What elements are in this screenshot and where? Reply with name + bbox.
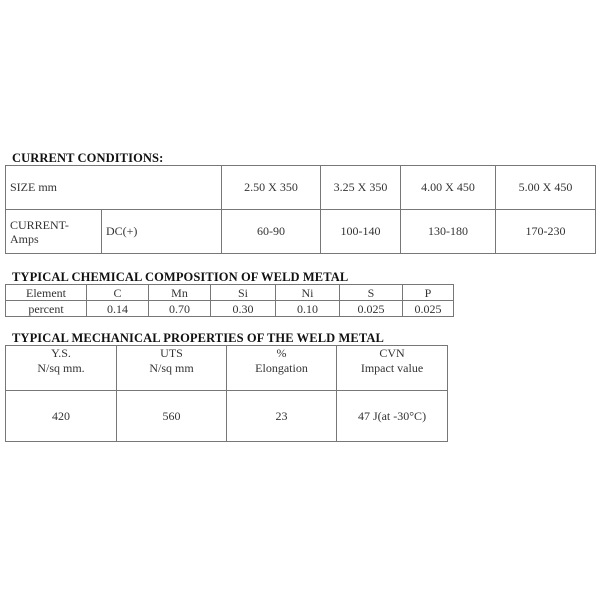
- element-cell: Mn: [148, 284, 211, 301]
- header-line1: CVN: [379, 346, 405, 360]
- chemical-table: Element C Mn Si Ni S P percent 0.14 0.70…: [5, 284, 454, 317]
- value-cell: 23: [226, 390, 337, 442]
- current-conditions-table: SIZE mm 2.50 X 350 3.25 X 350 4.00 X 450…: [5, 165, 596, 254]
- table-row: CURRENT- Amps DC(+) 60-90 100-140 130-180…: [5, 209, 596, 254]
- element-cell: Ni: [275, 284, 340, 301]
- percent-label: percent: [5, 300, 87, 317]
- header-line2: N/sq mm.: [37, 361, 85, 375]
- element-cell: Si: [210, 284, 276, 301]
- percent-cell: 0.70: [148, 300, 211, 317]
- header-cell: CVN Impact value: [336, 345, 448, 391]
- header-line2: Elongation: [255, 361, 308, 375]
- current-cell: 60-90: [221, 209, 321, 254]
- table-row: Y.S. N/sq mm. UTS N/sq mm % Elongation CVN I…: [5, 345, 448, 391]
- header-line2: N/sq mm: [149, 361, 194, 375]
- element-header: Element: [5, 284, 87, 301]
- polarity-cell: DC(+): [101, 209, 222, 254]
- header-line1: Y.S.: [51, 346, 71, 360]
- value-cell: 560: [116, 390, 227, 442]
- size-cell: 2.50 X 350: [221, 165, 321, 210]
- current-cell: 170-230: [495, 209, 596, 254]
- mechanical-title: TYPICAL MECHANICAL PROPERTIES OF THE WEL…: [12, 331, 384, 345]
- percent-cell: 0.14: [86, 300, 149, 317]
- header-line1: %: [276, 346, 287, 360]
- mechanical-table: Y.S. N/sq mm. UTS N/sq mm % Elongation CVN I…: [5, 345, 448, 442]
- current-label: CURRENT- Amps: [5, 209, 102, 254]
- value-cell: 47 J(at -30°C): [336, 390, 448, 442]
- header-line2: Impact value: [360, 361, 424, 375]
- size-cell: 4.00 X 450: [400, 165, 496, 210]
- size-label: SIZE mm: [5, 165, 222, 210]
- header-cell: Y.S. N/sq mm.: [5, 345, 117, 391]
- percent-cell: 0.10: [275, 300, 340, 317]
- value-cell: 420: [5, 390, 117, 442]
- table-row: SIZE mm 2.50 X 350 3.25 X 350 4.00 X 450…: [5, 165, 596, 210]
- table-row: 420 560 23 47 J(at -30°C): [5, 390, 448, 442]
- size-cell: 3.25 X 350: [320, 165, 401, 210]
- element-cell: S: [339, 284, 403, 301]
- current-cell: 100-140: [320, 209, 401, 254]
- chemical-title: TYPICAL CHEMICAL COMPOSITION OF WELD MET…: [12, 270, 349, 284]
- table-row: Element C Mn Si Ni S P: [5, 284, 454, 301]
- element-cell: P: [402, 284, 454, 301]
- size-cell: 5.00 X 450: [495, 165, 596, 210]
- header-line1: UTS: [160, 346, 183, 360]
- current-label-line1: CURRENT-: [10, 217, 69, 232]
- current-conditions-title: CURRENT CONDITIONS:: [12, 151, 164, 165]
- percent-cell: 0.025: [402, 300, 454, 317]
- element-cell: C: [86, 284, 149, 301]
- header-cell: % Elongation: [226, 345, 337, 391]
- percent-cell: 0.30: [210, 300, 276, 317]
- header-cell: UTS N/sq mm: [116, 345, 227, 391]
- current-cell: 130-180: [400, 209, 496, 254]
- percent-cell: 0.025: [339, 300, 403, 317]
- current-label-line2: Amps: [10, 231, 39, 246]
- table-row: percent 0.14 0.70 0.30 0.10 0.025 0.025: [5, 300, 454, 317]
